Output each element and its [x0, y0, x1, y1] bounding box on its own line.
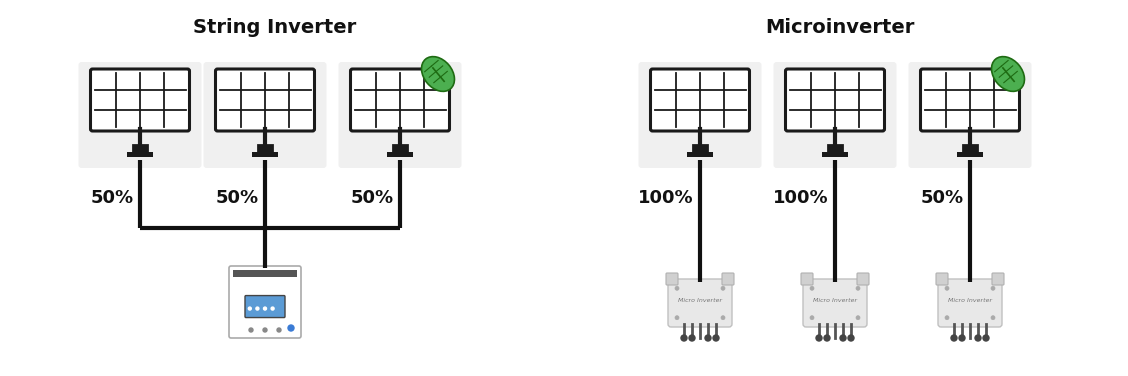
Circle shape: [705, 335, 711, 341]
Circle shape: [713, 335, 719, 341]
Bar: [693, 145, 707, 152]
Circle shape: [982, 335, 989, 341]
FancyBboxPatch shape: [90, 69, 190, 131]
Circle shape: [945, 316, 949, 320]
Circle shape: [856, 316, 860, 320]
Circle shape: [277, 328, 281, 332]
Circle shape: [823, 335, 830, 341]
FancyBboxPatch shape: [638, 62, 761, 168]
Text: 50%: 50%: [91, 189, 134, 207]
Circle shape: [288, 325, 294, 331]
FancyBboxPatch shape: [920, 69, 1020, 131]
Text: String Inverter: String Inverter: [193, 18, 356, 37]
FancyBboxPatch shape: [203, 62, 326, 168]
FancyBboxPatch shape: [79, 62, 202, 168]
FancyBboxPatch shape: [351, 69, 449, 131]
Circle shape: [810, 286, 814, 290]
FancyBboxPatch shape: [938, 279, 1002, 327]
Circle shape: [271, 307, 274, 310]
Circle shape: [810, 316, 814, 320]
Ellipse shape: [992, 57, 1024, 91]
Ellipse shape: [422, 57, 455, 91]
Circle shape: [975, 335, 981, 341]
Text: Microinverter: Microinverter: [765, 18, 915, 37]
Text: 100%: 100%: [774, 189, 829, 207]
Circle shape: [675, 316, 679, 320]
FancyBboxPatch shape: [722, 273, 734, 285]
Circle shape: [263, 328, 267, 332]
Text: Micro Inverter: Micro Inverter: [678, 299, 722, 303]
Circle shape: [675, 286, 679, 290]
Circle shape: [256, 307, 259, 310]
FancyBboxPatch shape: [229, 266, 301, 338]
Circle shape: [856, 286, 860, 290]
Text: Micro Inverter: Micro Inverter: [948, 299, 992, 303]
Bar: [687, 152, 713, 157]
FancyBboxPatch shape: [992, 273, 1004, 285]
Circle shape: [721, 286, 725, 290]
FancyBboxPatch shape: [857, 273, 869, 285]
FancyBboxPatch shape: [908, 62, 1031, 168]
Text: Micro Inverter: Micro Inverter: [813, 299, 857, 303]
Bar: [963, 145, 977, 152]
Bar: [127, 152, 153, 157]
Circle shape: [681, 335, 687, 341]
Circle shape: [959, 335, 964, 341]
Circle shape: [848, 335, 854, 341]
Circle shape: [264, 307, 266, 310]
FancyBboxPatch shape: [651, 69, 749, 131]
Circle shape: [248, 307, 252, 310]
Circle shape: [249, 328, 253, 332]
FancyBboxPatch shape: [803, 279, 867, 327]
Text: 100%: 100%: [638, 189, 694, 207]
Circle shape: [840, 335, 846, 341]
FancyBboxPatch shape: [245, 296, 285, 318]
Circle shape: [951, 335, 957, 341]
Text: 50%: 50%: [920, 189, 964, 207]
Bar: [258, 145, 272, 152]
Bar: [828, 145, 841, 152]
Bar: [822, 152, 848, 157]
FancyBboxPatch shape: [774, 62, 897, 168]
Circle shape: [992, 286, 995, 290]
FancyBboxPatch shape: [801, 273, 813, 285]
Text: 50%: 50%: [215, 189, 259, 207]
Circle shape: [721, 316, 725, 320]
Bar: [393, 145, 407, 152]
Bar: [957, 152, 982, 157]
FancyBboxPatch shape: [785, 69, 884, 131]
FancyBboxPatch shape: [668, 279, 732, 327]
Circle shape: [945, 286, 949, 290]
Circle shape: [992, 316, 995, 320]
FancyBboxPatch shape: [666, 273, 678, 285]
Bar: [133, 145, 147, 152]
FancyBboxPatch shape: [936, 273, 948, 285]
FancyBboxPatch shape: [338, 62, 461, 168]
Circle shape: [689, 335, 695, 341]
Bar: [252, 152, 277, 157]
Text: 50%: 50%: [351, 189, 394, 207]
Bar: [233, 270, 297, 277]
Circle shape: [816, 335, 822, 341]
FancyBboxPatch shape: [215, 69, 315, 131]
Bar: [387, 152, 413, 157]
